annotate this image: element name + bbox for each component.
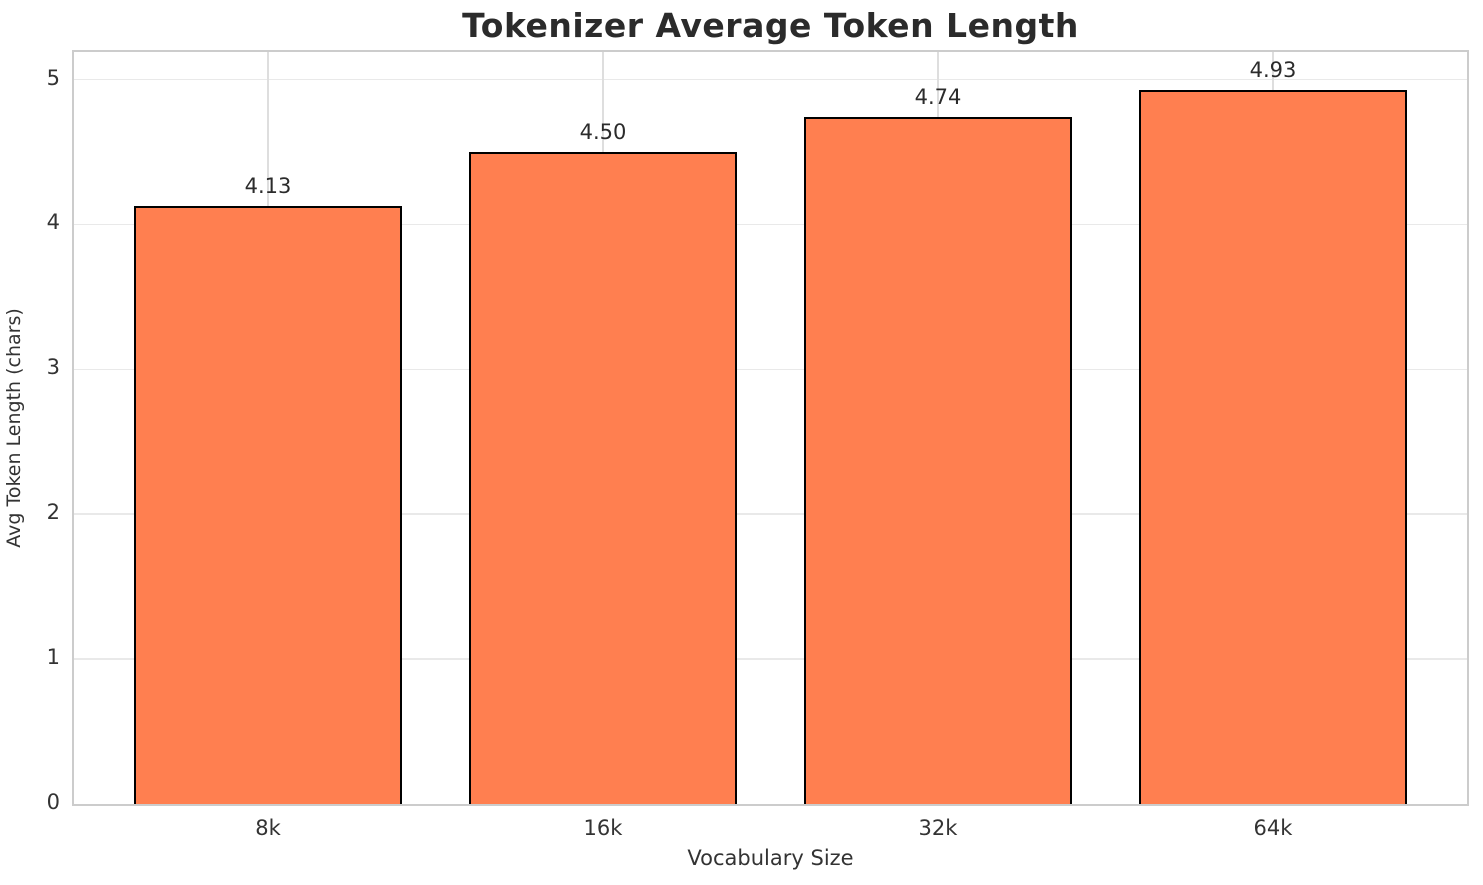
y-tick-label: 2 [46,500,60,525]
bar-value-label: 4.13 [244,173,292,198]
horizontal-gridline [74,368,1467,371]
y-tick-label: 1 [46,645,60,670]
y-tick-label: 0 [46,790,60,814]
bar-value-label: 4.93 [1249,57,1297,82]
bar-64k [1139,89,1407,804]
horizontal-gridline [74,223,1467,226]
horizontal-gridline [74,78,1467,81]
x-tick-label: 16k [583,816,623,840]
bar-value-label: 4.74 [914,85,962,110]
x-tick-label: 8k [255,816,281,840]
x-tick-label: 64k [1253,816,1293,840]
plot-area [72,50,1469,806]
x-tick-label: 32k [918,816,958,840]
bar-8k [134,205,402,804]
y-tick-label: 5 [46,65,60,90]
y-tick-label: 4 [46,210,60,235]
y-tick-label: 3 [46,355,60,380]
horizontal-gridline [74,658,1467,660]
bar-value-label: 4.50 [579,119,627,144]
x-axis-label: Vocabulary Size [687,846,854,870]
chart-title: Tokenizer Average Token Length [462,6,1079,45]
horizontal-gridline [74,513,1467,515]
bar-32k [804,117,1072,804]
bar-16k [469,151,737,804]
